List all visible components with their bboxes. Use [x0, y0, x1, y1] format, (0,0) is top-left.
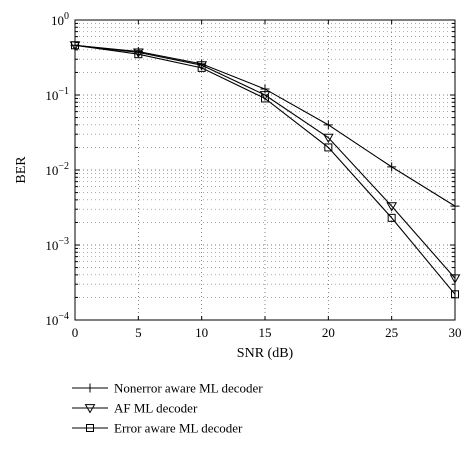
series-line	[74, 44, 456, 207]
y-tick-label: 10−2	[45, 161, 69, 178]
triangle-down-marker	[322, 133, 334, 144]
triangle-down-marker	[84, 404, 96, 414]
y-tick-label: 10−4	[45, 311, 69, 328]
square-marker	[451, 290, 459, 299]
legend-label: Nonerror aware ML decoder	[114, 381, 263, 396]
x-tick-label: 10	[195, 325, 208, 340]
square-marker	[261, 94, 269, 103]
series-3	[71, 41, 459, 299]
x-tick-label: 20	[322, 325, 335, 340]
series-group	[69, 40, 461, 299]
plus-marker	[260, 84, 270, 94]
legend-entry: Nonerror aware ML decoder	[72, 381, 263, 396]
y-axis-label: BER	[14, 156, 29, 184]
plus-marker	[323, 120, 333, 130]
square-marker	[86, 424, 94, 432]
y-tick-label: 10−1	[45, 86, 69, 103]
square-marker	[387, 213, 396, 222]
plus-marker	[450, 201, 460, 211]
x-tick-label: 25	[385, 325, 398, 340]
series-1	[70, 40, 460, 211]
square-marker	[134, 50, 143, 59]
y-tick-label: 10−3	[45, 236, 69, 253]
legend-entry: AF ML decoder	[72, 401, 198, 416]
y-tick-label: 100	[51, 11, 69, 28]
triangle-down-marker	[132, 48, 144, 58]
square-marker	[71, 41, 79, 50]
series-2	[69, 41, 461, 284]
triangle-down-marker	[449, 274, 461, 284]
x-axis-label: SNR (dB)	[237, 346, 294, 361]
plus-marker	[85, 383, 95, 393]
triangle-down-marker	[386, 202, 398, 212]
axes: 0 5 10 15 20 25 30 100 10−1 10−2 10−3 10−4	[45, 11, 461, 340]
x-tick-label: 0	[72, 325, 79, 340]
legend-entry: Error aware ML decoder	[72, 421, 243, 436]
triangle-down-marker	[259, 91, 271, 101]
square-marker	[197, 63, 206, 72]
triangle-down-marker	[196, 61, 208, 71]
grid-lines	[75, 20, 455, 320]
square-marker	[324, 143, 333, 152]
legend-label: AF ML decoder	[114, 401, 198, 416]
x-tick-label: 5	[135, 325, 142, 340]
series-line	[74, 44, 456, 295]
plus-marker	[387, 162, 397, 172]
x-tick-label: 15	[259, 325, 272, 340]
x-tick-label: 30	[449, 325, 462, 340]
legend-label: Error aware ML decoder	[114, 421, 243, 436]
legend: Nonerror aware ML decoder AF ML decoder Er…	[72, 381, 263, 436]
